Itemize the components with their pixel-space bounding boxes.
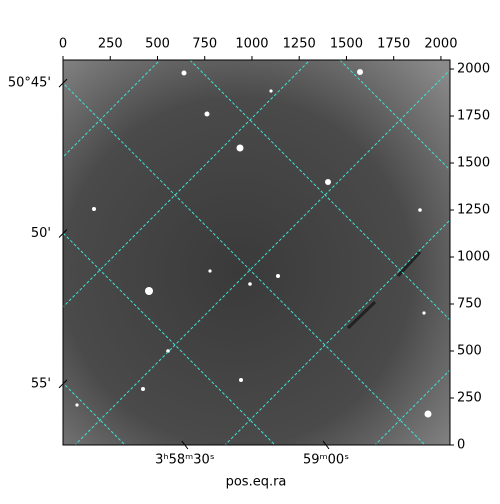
x-tick-label: 1500	[330, 37, 363, 52]
x-tick-label: 1750	[377, 37, 410, 52]
y-tick-label: 1750	[457, 109, 490, 124]
x-tick-label: 1250	[283, 37, 316, 52]
y-tick-label: 2000	[457, 62, 490, 77]
y-tick-label: 0	[457, 438, 465, 453]
ra-tick-label: 59ᵐ00ˢ	[303, 453, 349, 468]
stars	[75, 69, 432, 418]
x-axis-label: pos.eq.ra	[226, 475, 287, 490]
dec-tick	[58, 78, 68, 88]
ra-tick	[181, 440, 189, 450]
x-tick-label: 250	[98, 37, 123, 52]
x-tick-label: 500	[145, 37, 170, 52]
dec-tick	[58, 229, 68, 238]
x-tick-label: 0	[59, 37, 67, 52]
streaks	[346, 250, 422, 330]
ra-tick	[322, 440, 330, 450]
frame	[62, 59, 451, 446]
x-tick-label: 2000	[424, 37, 457, 52]
dec-tick-label: 50°45'	[8, 76, 51, 91]
dec-tick-label: 50'	[31, 226, 51, 241]
sky-image	[63, 60, 450, 445]
y-tick-label: 1250	[457, 203, 490, 218]
ra-tick-label: 3ʰ58ᵐ30ˢ	[155, 453, 215, 468]
y-tick-label: 1000	[457, 250, 490, 265]
dec-tick	[58, 379, 68, 389]
y-tick-label: 1500	[457, 156, 490, 171]
dec-tick-label: 55'	[31, 376, 51, 391]
y-tick-label: 500	[457, 344, 482, 359]
y-tick-label: 250	[457, 391, 482, 406]
y-tick-label: 750	[457, 297, 482, 312]
wcs-grid	[63, 60, 450, 445]
x-tick-label: 1000	[235, 37, 268, 52]
x-tick-label: 750	[192, 37, 217, 52]
